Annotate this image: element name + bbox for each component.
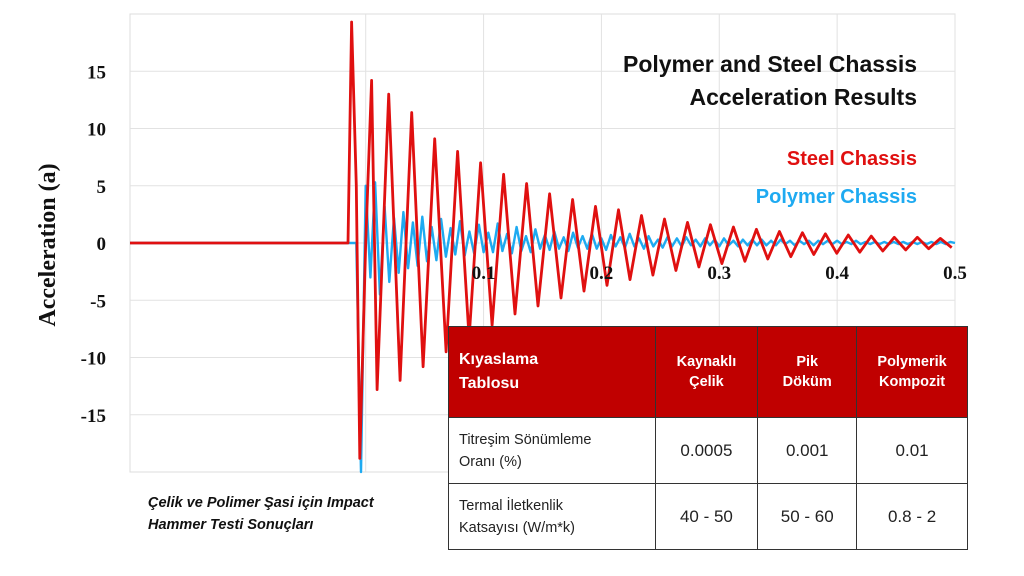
x-tick-label: 0.3 <box>707 263 731 284</box>
header-text: Döküm <box>782 374 832 390</box>
y-tick-label: -10 <box>81 349 106 370</box>
y-tick-labels: 15 10 5 0 -5 -10 -15 <box>81 62 106 427</box>
x-tick-labels: 0.1 0.2 0.3 0.4 0.5 <box>472 263 967 284</box>
y-tick-label: 15 <box>87 62 106 83</box>
x-tick-label: 0.1 <box>472 263 496 284</box>
y-tick-label: 0 <box>97 234 107 255</box>
header-text: Tablosu <box>459 375 520 392</box>
x-tick-label: 0.5 <box>943 263 967 284</box>
header-text: Kaynaklı <box>676 354 737 370</box>
table-header-row: Kıyaslama Tablosu Kaynaklı Çelik Pik Dök… <box>448 326 968 418</box>
y-tick-label: -5 <box>90 291 106 312</box>
legend-polymer-chassis: Polymer Chassis <box>756 186 917 208</box>
row-label-text: Termal İletkenlik <box>459 497 563 514</box>
table-header-cell: Kıyaslama Tablosu <box>448 326 656 418</box>
caption-line-1: Çelik ve Polimer Şasi için Impact <box>148 495 374 511</box>
table-row: Termal İletkenlik Katsayısı (W/m*k) 40 -… <box>448 483 968 550</box>
chart-title-line-1: Polymer and Steel Chassis <box>623 51 917 77</box>
y-tick-label: -15 <box>81 406 106 427</box>
steel-chassis-line <box>130 20 953 460</box>
header-text: Polymerik <box>877 354 947 370</box>
comparison-table: Kıyaslama Tablosu Kaynaklı Çelik Pik Dök… <box>448 326 968 550</box>
chart-title-line-2: Acceleration Results <box>689 84 917 110</box>
y-axis-title: Acceleration (a) <box>35 163 61 326</box>
header-text: Kıyaslama <box>459 351 539 368</box>
row-label-cell: Termal İletkenlik Katsayısı (W/m*k) <box>448 483 656 550</box>
y-tick-label: 10 <box>87 120 106 141</box>
row-label-text: Oranı (%) <box>459 453 522 470</box>
table-cell: 0.001 <box>757 417 858 484</box>
table-cell: 0.01 <box>856 417 968 484</box>
chart-caption: Çelik ve Polimer Şasi için Impact Hammer… <box>148 492 438 536</box>
header-text: Çelik <box>689 374 724 390</box>
table-header-cell: Pik Döküm <box>757 326 858 418</box>
legend-steel-chassis: Steel Chassis <box>787 148 917 170</box>
row-label-cell: Titreşim Sönümleme Oranı (%) <box>448 417 656 484</box>
table-cell: 50 - 60 <box>757 483 858 550</box>
table-header-cell: Kaynaklı Çelik <box>654 326 759 418</box>
table-cell: 0.0005 <box>654 417 759 484</box>
header-text: Kompozit <box>879 374 946 390</box>
table-cell: 40 - 50 <box>654 483 759 550</box>
header-text: Pik <box>796 354 819 370</box>
x-tick-label: 0.2 <box>590 263 614 284</box>
series-lines <box>130 20 956 474</box>
y-tick-label: 5 <box>97 177 107 198</box>
row-label-text: Katsayısı (W/m*k) <box>459 519 576 536</box>
caption-line-2: Hammer Testi Sonuçları <box>148 517 314 533</box>
row-label-text: Titreşim Sönümleme <box>459 431 592 448</box>
x-tick-label: 0.4 <box>825 263 849 284</box>
table-header-cell: Polymerik Kompozit <box>856 326 968 418</box>
table-cell: 0.8 - 2 <box>856 483 968 550</box>
table-row: Titreşim Sönümleme Oranı (%) 0.0005 0.00… <box>448 417 968 484</box>
